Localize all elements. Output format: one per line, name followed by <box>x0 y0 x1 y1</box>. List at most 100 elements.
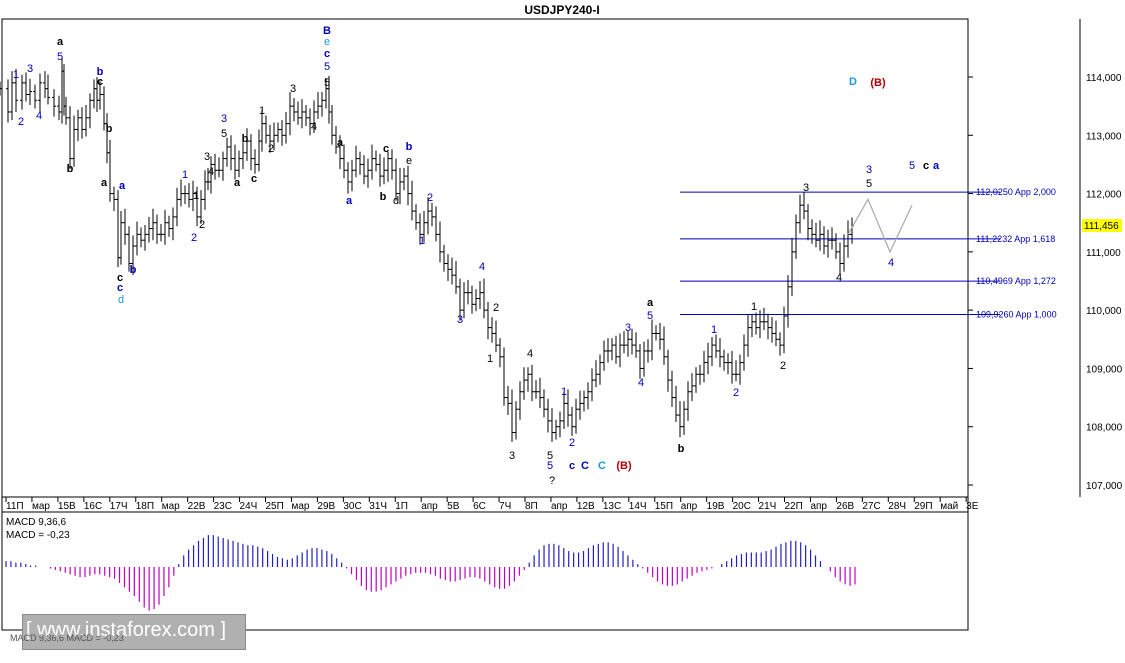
wave-label: b <box>67 163 74 175</box>
wave-label: 3 <box>625 322 631 334</box>
time-tick-label: 13С <box>603 501 621 512</box>
current-price-label: 111,456 <box>1084 221 1119 232</box>
wave-label: c <box>97 76 103 88</box>
wave-label: 5 <box>547 450 553 462</box>
wave-label: 2 <box>268 143 274 155</box>
chart-frame <box>1 18 969 631</box>
wave-label: a <box>647 297 654 309</box>
wave-label: 1 <box>182 169 188 181</box>
time-tick-label: 29В <box>317 501 335 512</box>
time-tick-label: 3Е <box>966 501 979 512</box>
wave-label: b <box>130 264 137 276</box>
wave-label: 5 <box>866 178 872 190</box>
wave-label: 3 <box>866 164 872 176</box>
price-tick-label: 110,000 <box>1086 306 1122 317</box>
wave-label: 1 <box>561 386 567 398</box>
wave-label: 3 <box>457 314 463 326</box>
time-axis: 11П мар 15В 16С 17Ч 18П мар 22В 23С 24Ч 25П мар 29В 3… <box>5 497 979 512</box>
fib-level-label: 110,4969 App 1,272 <box>976 276 1056 286</box>
time-tick-label: 17Ч <box>110 501 128 512</box>
wave-label: 1 <box>419 235 425 247</box>
wave-label: 3 <box>803 182 809 194</box>
time-tick-label: 30С <box>343 501 361 512</box>
wave-label: 1 <box>487 353 493 365</box>
time-tick-label: 14Ч <box>629 501 647 512</box>
wave-label: 2 <box>569 437 575 449</box>
price-tick-label: 107,000 <box>1086 481 1123 492</box>
time-tick-label: мар <box>162 501 180 512</box>
wave-label: c <box>324 48 330 60</box>
macd-label: MACD 9,36,6 <box>6 517 66 528</box>
wave-label: 5 <box>547 460 553 472</box>
time-tick-label: 7Ч <box>499 501 511 512</box>
wave-label: e <box>406 155 412 167</box>
time-tick-label: 15В <box>58 501 76 512</box>
time-tick-label: 25П <box>266 501 284 512</box>
time-tick-label: 21Ч <box>759 501 777 512</box>
wave-label: 2 <box>780 360 786 372</box>
wave-label: c <box>923 160 929 172</box>
wave-label: B <box>323 25 331 37</box>
fib-level-label: 109,9260 App 1,000 <box>976 309 1057 319</box>
wave-label: ? <box>549 475 555 487</box>
wave-label: 1 <box>259 105 265 117</box>
wave-label: c <box>117 282 123 294</box>
wave-label: 1 <box>711 324 717 336</box>
wave-label: b <box>106 123 113 135</box>
wave-label: a <box>101 177 108 189</box>
time-tick-label: 29П <box>914 501 932 512</box>
watermark-box <box>22 614 246 650</box>
wave-label: 1 <box>13 69 19 81</box>
wave-label: 3 <box>221 113 227 125</box>
chart-title: USDJPY240-I <box>524 3 599 17</box>
wave-label: 4 <box>311 121 317 133</box>
macd-histogram <box>5 535 856 611</box>
wave-label: a <box>119 180 126 192</box>
fib-level-label: 112,0250 App 2,000 <box>976 187 1056 197</box>
time-tick-label: 27С <box>862 501 880 512</box>
wave-label: 3 <box>509 450 515 462</box>
wave-label: b <box>380 191 387 203</box>
fibonacci-levels: 112,0250 App 2,000 111,2232 App 1,618 110,… <box>680 187 1057 319</box>
watermark-text: [ www.instaforex.com ] <box>26 619 227 641</box>
wave-label: b <box>97 66 104 78</box>
price-tick-label: 114,000 <box>1086 73 1122 84</box>
time-tick-label: 19В <box>707 501 725 512</box>
wave-label: c <box>251 173 257 185</box>
wave-label: a <box>57 36 64 48</box>
time-tick-label: апр <box>421 501 438 512</box>
time-tick-label: 26В <box>836 501 854 512</box>
time-tick-label: 6С <box>473 501 486 512</box>
time-tick-label: май <box>940 501 958 512</box>
time-tick-label: 22В <box>188 501 206 512</box>
wave-label: c <box>117 272 123 284</box>
wave-label: 1 <box>751 301 757 313</box>
wave-label: 3 <box>290 83 296 95</box>
wave-label: a <box>933 160 940 172</box>
time-tick-label: апр <box>810 501 827 512</box>
wave-label: (B) <box>616 460 632 472</box>
wave-label: d <box>118 294 124 306</box>
wave-label: 4 <box>527 348 533 360</box>
wave-label: 2 <box>191 232 197 244</box>
wave-label: 4 <box>479 261 485 273</box>
time-tick-label: 16С <box>84 501 102 512</box>
price-axis: 114,000 113,000 112,000 111,000 110,000 109,0… <box>968 19 1123 497</box>
price-tick-label: 109,000 <box>1086 364 1123 375</box>
price-tick-label: 111,000 <box>1086 248 1121 259</box>
wave-label: 5 <box>909 160 915 172</box>
wave-label: (B) <box>870 77 886 89</box>
wave-label: a <box>337 137 344 149</box>
time-tick-label: 23С <box>214 501 232 512</box>
wave-label: 4 <box>638 377 644 389</box>
wave-label: C <box>598 460 606 472</box>
wave-label: c <box>383 143 389 155</box>
wave-label: D <box>849 76 857 88</box>
wave-label: 2 <box>199 219 205 231</box>
wave-label: 5 <box>324 61 330 73</box>
wave-label: 2 <box>427 192 433 204</box>
wave-label: d <box>393 195 399 207</box>
wave-label: 3 <box>204 151 210 163</box>
